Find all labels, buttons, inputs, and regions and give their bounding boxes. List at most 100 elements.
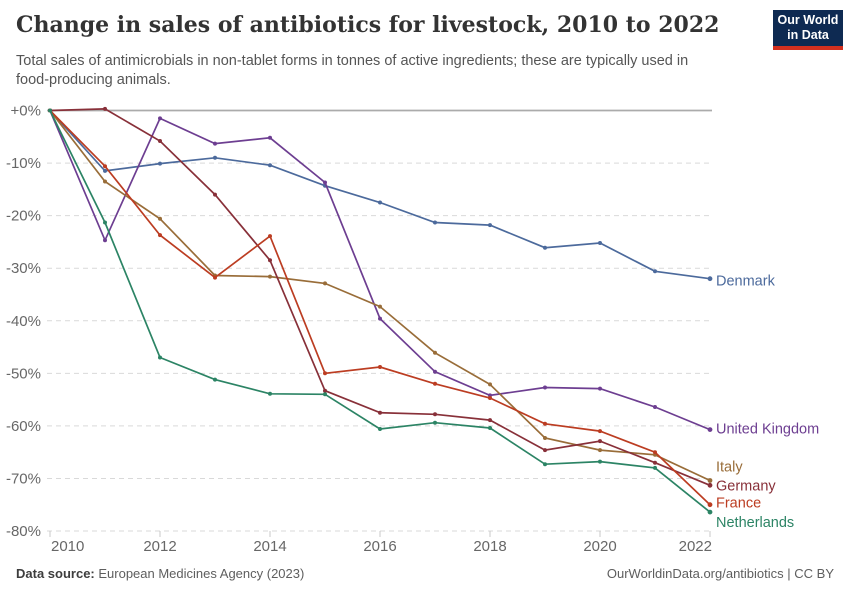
data-point-italy — [488, 382, 492, 387]
owid-logo-line1: Our World — [777, 13, 839, 27]
data-point-italy — [378, 304, 382, 309]
data-point-germany — [653, 460, 657, 465]
data-point-germany — [158, 139, 162, 143]
data-point-netherlands — [323, 392, 327, 397]
data-point-denmark — [268, 163, 272, 168]
series-label-germany[interactable]: Germany — [716, 478, 776, 494]
data-point-netherlands — [158, 355, 162, 360]
y-axis-tick-label: +0% — [11, 103, 41, 120]
y-axis-tick-label: -10% — [6, 155, 41, 172]
data-point-italy — [103, 179, 107, 184]
data-point-germany — [707, 482, 713, 488]
data-point-italy — [158, 216, 162, 221]
data-point-netherlands — [707, 509, 713, 515]
data-point-united-kingdom — [378, 316, 382, 321]
data-point-united-kingdom — [543, 385, 547, 390]
data-source-label: Data source: — [16, 566, 95, 581]
data-point-germany — [268, 258, 272, 263]
data-point-united-kingdom — [268, 135, 272, 140]
data-point-germany — [323, 388, 327, 393]
data-point-netherlands — [433, 420, 437, 425]
data-point-france — [433, 381, 437, 386]
data-point-united-kingdom — [323, 180, 327, 185]
owid-logo-line2: in Data — [787, 28, 829, 42]
line-united-kingdom[interactable] — [49, 110, 711, 431]
data-point-france — [268, 234, 272, 239]
series-label-united-kingdom[interactable]: United Kingdom — [716, 422, 819, 438]
data-point-denmark — [158, 161, 162, 166]
data-point-denmark — [653, 269, 657, 274]
owid-logo[interactable]: Our World in Data — [773, 10, 843, 50]
data-point-germany — [543, 448, 547, 453]
data-point-france — [598, 429, 602, 434]
data-point-italy — [598, 448, 602, 453]
x-axis-tick-label: 2022 — [679, 538, 712, 555]
y-axis-tick-label: -80% — [6, 523, 41, 540]
x-axis-tick-label: 2020 — [583, 538, 616, 555]
page-title: Change in sales of antibiotics for lives… — [16, 12, 720, 38]
data-point-france — [653, 450, 657, 455]
data-point-italy — [707, 478, 713, 483]
data-point-france — [707, 502, 713, 508]
x-axis-tick-label: 2012 — [143, 538, 176, 555]
data-point-denmark — [707, 276, 713, 282]
data-point-germany — [433, 412, 437, 417]
data-point-france — [543, 421, 547, 426]
x-axis-tick-label: 2016 — [363, 538, 396, 555]
data-point-italy — [433, 350, 437, 355]
data-source: Data source: European Medicines Agency (… — [16, 566, 304, 581]
series-label-netherlands[interactable]: Netherlands — [716, 515, 794, 531]
data-point-italy — [268, 274, 272, 279]
data-point-france — [378, 365, 382, 369]
line-italy[interactable] — [49, 109, 711, 482]
attribution-link[interactable]: OurWorldinData.org/antibiotics | CC BY — [606, 566, 834, 581]
x-axis-tick-label: 2018 — [473, 538, 506, 555]
data-point-france — [158, 233, 162, 238]
data-point-united-kingdom — [433, 369, 437, 374]
data-point-germany — [213, 192, 217, 197]
data-point-netherlands — [653, 465, 657, 470]
y-axis-tick-label: -20% — [6, 208, 41, 225]
data-point-france — [323, 371, 327, 376]
data-point-netherlands — [48, 108, 52, 113]
data-point-denmark — [543, 245, 547, 250]
data-point-denmark — [103, 168, 107, 173]
data-point-united-kingdom — [103, 238, 107, 243]
series-label-italy[interactable]: Italy — [716, 460, 743, 476]
data-point-denmark — [213, 155, 217, 160]
data-point-france — [488, 396, 492, 400]
data-point-denmark — [488, 223, 492, 228]
data-point-germany — [488, 418, 492, 423]
data-point-united-kingdom — [653, 405, 657, 409]
data-point-france — [213, 275, 217, 280]
data-point-netherlands — [213, 377, 217, 382]
series-label-denmark[interactable]: Denmark — [716, 274, 776, 290]
data-point-united-kingdom — [598, 386, 602, 391]
data-point-united-kingdom — [707, 427, 713, 432]
y-axis-tick-label: -60% — [6, 418, 41, 435]
series-label-france[interactable]: France — [716, 496, 761, 512]
y-axis-tick-label: -30% — [6, 260, 41, 277]
data-point-netherlands — [598, 459, 602, 464]
data-point-france — [103, 164, 107, 169]
data-point-denmark — [598, 241, 602, 245]
data-source-value: European Medicines Agency (2023) — [94, 566, 305, 581]
chart-subtitle: Total sales of antimicrobials in non-tab… — [16, 53, 689, 88]
line-denmark[interactable] — [49, 109, 711, 280]
data-point-netherlands — [378, 427, 382, 431]
data-point-italy — [323, 281, 327, 286]
data-point-italy — [543, 436, 547, 440]
data-point-netherlands — [488, 426, 492, 430]
data-point-netherlands — [543, 462, 547, 467]
x-axis-tick-label: 2014 — [253, 538, 286, 555]
data-point-netherlands — [268, 391, 272, 396]
data-point-germany — [598, 439, 602, 444]
y-axis-tick-label: -40% — [6, 313, 41, 330]
data-point-united-kingdom — [213, 141, 217, 146]
y-axis-tick-label: -70% — [6, 470, 41, 487]
chart-footer: Data source: European Medicines Agency (… — [16, 566, 834, 581]
data-point-netherlands — [103, 220, 107, 225]
data-point-germany — [103, 106, 107, 111]
